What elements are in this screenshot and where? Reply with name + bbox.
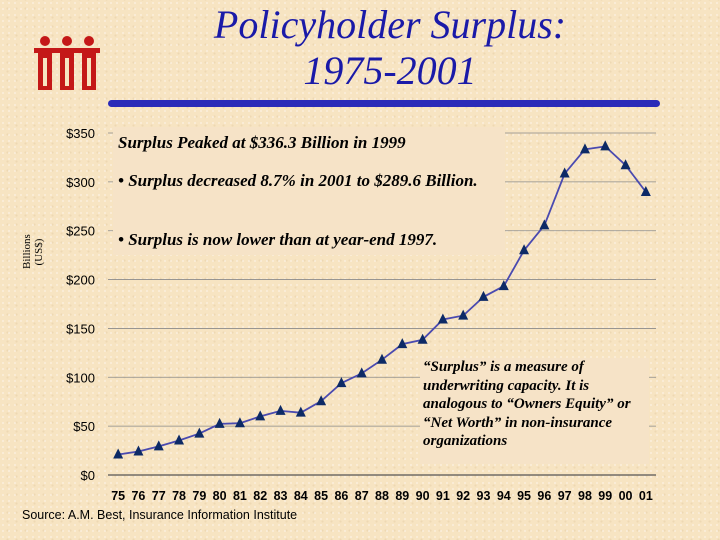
data-point-marker	[437, 313, 448, 324]
x-tick-label: 85	[314, 489, 328, 503]
x-tick-label: 78	[172, 489, 186, 503]
x-tick-label: 97	[558, 489, 572, 503]
x-axis-ticks: 75 76 77 78 79 80 81 82 83 84 85 86 87 88 89 90 91 92 93 94…	[111, 489, 653, 503]
y-tick-label: $150	[66, 321, 95, 336]
x-tick-label: 76	[131, 489, 145, 503]
data-point-marker	[539, 219, 550, 230]
data-point-marker	[174, 434, 185, 445]
summary-callout: Surplus Peaked at $336.3 Billion in 1999…	[113, 127, 505, 255]
title-line-1: Policyholder Surplus:	[213, 2, 567, 47]
x-tick-label: 77	[152, 489, 166, 503]
x-tick-label: 95	[517, 489, 531, 503]
x-tick-label: 00	[619, 489, 633, 503]
data-point-marker	[600, 140, 611, 151]
data-point-marker	[498, 280, 509, 291]
x-tick-label: 83	[274, 489, 288, 503]
y-tick-label: $350	[66, 126, 95, 141]
data-point-marker	[559, 167, 570, 178]
x-tick-label: 82	[253, 489, 267, 503]
x-tick-label: 98	[578, 489, 592, 503]
definition-note: “Surplus” is a measure of underwriting c…	[420, 358, 649, 464]
data-point-marker	[377, 353, 387, 364]
x-tick-label: 86	[334, 489, 348, 503]
page-title: Policyholder Surplus: 1975-2001	[120, 2, 660, 94]
x-tick-label: 87	[355, 489, 369, 503]
data-point-marker	[133, 445, 144, 456]
x-tick-label: 84	[294, 489, 308, 503]
callout-peak-text: Surplus Peaked at $336.3 Billion in 1999	[118, 133, 406, 152]
x-tick-label: 79	[192, 489, 206, 503]
y-tick-label: $100	[66, 370, 95, 385]
x-tick-label: 94	[497, 489, 511, 503]
y-axis-ticks: $0 $50 $100 $150 $200 $250 $300 $350	[66, 126, 95, 483]
data-point-marker	[620, 159, 631, 170]
data-point-marker	[478, 290, 489, 301]
data-point-marker	[113, 448, 124, 459]
x-tick-label: 80	[213, 489, 227, 503]
data-point-marker	[397, 338, 408, 349]
series-markers	[113, 140, 651, 459]
y-axis-label: Billions (US$)	[21, 234, 45, 269]
y-tick-label: $300	[66, 175, 95, 190]
data-point-marker	[640, 186, 651, 197]
x-tick-label: 93	[477, 489, 491, 503]
x-tick-label: 81	[233, 489, 247, 503]
data-point-marker	[214, 417, 225, 428]
x-tick-label: 75	[111, 489, 125, 503]
x-tick-label: 89	[395, 489, 409, 503]
data-point-marker	[194, 427, 205, 438]
callout-lower-text: • Surplus is now lower than at year-end …	[118, 230, 438, 249]
x-tick-label: 92	[456, 489, 470, 503]
source-note: Source: A.M. Best, Insurance Information…	[22, 508, 298, 522]
data-point-marker	[255, 410, 266, 421]
data-point-marker	[519, 244, 530, 255]
title-divider	[108, 100, 660, 107]
data-point-marker	[275, 404, 286, 415]
x-tick-label: 91	[436, 489, 450, 503]
x-tick-label: 90	[416, 489, 430, 503]
data-point-marker	[336, 377, 347, 388]
y-tick-label: $250	[66, 224, 95, 239]
data-point-marker	[234, 417, 245, 428]
x-tick-label: 96	[537, 489, 551, 503]
data-point-marker	[356, 367, 367, 378]
iii-logo	[34, 36, 100, 90]
data-point-marker	[579, 143, 590, 154]
x-tick-label: 99	[598, 489, 612, 503]
x-tick-label: 88	[375, 489, 389, 503]
data-point-marker	[153, 440, 164, 451]
y-tick-label: $0	[81, 468, 95, 483]
y-tick-label: $50	[73, 419, 95, 434]
data-point-marker	[316, 395, 327, 406]
data-point-marker	[417, 333, 428, 344]
callout-decrease-text: • Surplus decreased 8.7% in 2001 to $289…	[118, 171, 478, 190]
y-axis-label-line-1: Billions	[21, 234, 33, 269]
title-line-2: 1975-2001	[303, 48, 477, 93]
data-point-marker	[295, 406, 306, 417]
x-tick-label: 01	[639, 489, 653, 503]
data-point-marker	[458, 309, 469, 320]
y-tick-label: $200	[66, 273, 95, 288]
y-axis-label-line-2: (US$)	[33, 238, 45, 266]
